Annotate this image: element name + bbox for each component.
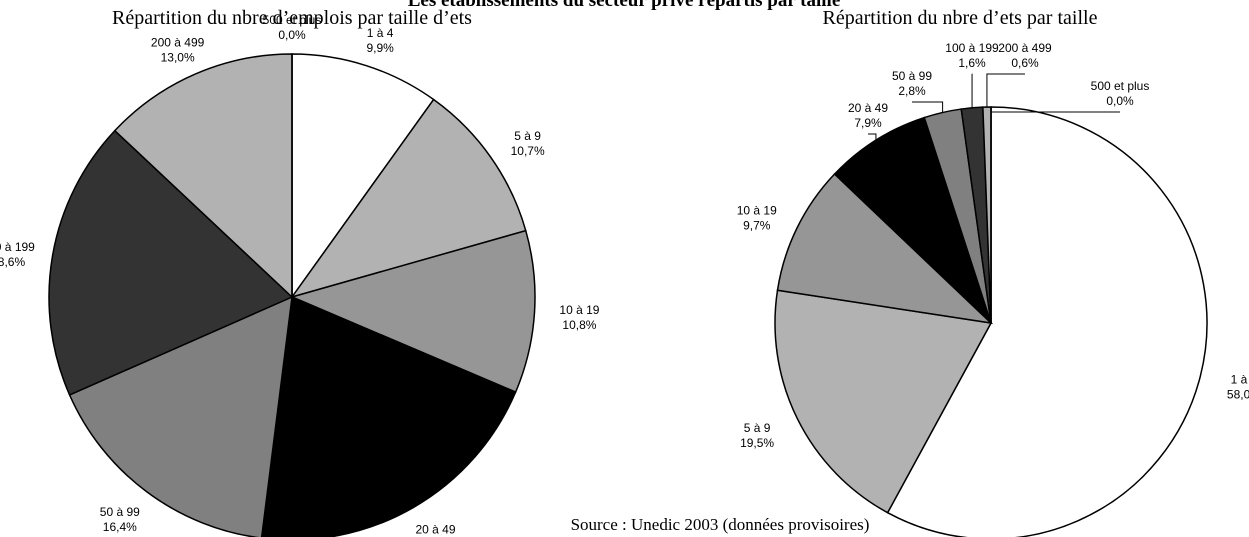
category-label: 200 à 499 [151,35,205,49]
category-label: 1 à 4 [1231,373,1249,387]
value-label: 10,7% [511,144,545,158]
value-label: 0,6% [1011,56,1039,70]
pie-slice [290,98,527,299]
value-label: 0,0% [1106,94,1134,108]
value-label: 1,6% [958,56,986,70]
pie-slice [113,53,293,299]
pie-slice [886,106,1208,537]
category-label: 5 à 9 [744,421,771,435]
value-label: 9,9% [366,41,394,55]
pie-slice [68,295,293,537]
category-label: 20 à 49 [415,523,455,537]
category-label: 1 à 4 [367,26,394,40]
pie-slice [291,53,435,300]
value-label: 7,9% [854,116,882,130]
value-label: 19,5% [740,436,774,450]
category-label: 500 et plus [1091,79,1150,93]
pie-slice [776,172,994,325]
category-label: 50 à 99 [100,505,140,519]
chart-title: Répartition du nbre d’ets par taille [823,7,1098,29]
pie-slice [260,295,517,537]
category-label: 100 à 199 [0,240,35,254]
leader-line [990,107,1120,113]
value-label: 16,4% [103,520,137,534]
value-label: 58,0% [1227,388,1249,402]
source-note: Source : Unedic 2003 (données provisoire… [571,515,870,534]
category-label: 10 à 19 [559,303,599,317]
value-label: 0,0% [278,28,306,42]
pie-slice [48,129,294,396]
leader-line [868,133,877,141]
pie-slice [289,229,536,394]
value-label: 13,0% [161,50,195,64]
category-label: 5 à 9 [514,129,541,143]
chart-title: Répartition du nbre d’emplois par taille… [112,7,472,29]
category-label: 500 et plus [263,13,322,27]
value-label: 18,6% [0,255,25,269]
pie-slice [833,116,992,324]
value-label: 2,8% [898,84,926,98]
category-label: 20 à 49 [848,101,888,115]
category-label: 10 à 19 [737,204,777,218]
pie-slice [774,289,993,514]
main-title: Les établissements du secteur privé répa… [408,0,841,11]
leader-line [912,101,944,113]
value-label: 10,8% [562,318,596,332]
category-label: 100 à 199 [945,41,999,55]
category-label: 200 à 499 [998,41,1052,55]
value-label: 9,7% [743,219,771,233]
leader-line [986,73,1025,108]
category-label: 50 à 99 [892,69,932,83]
